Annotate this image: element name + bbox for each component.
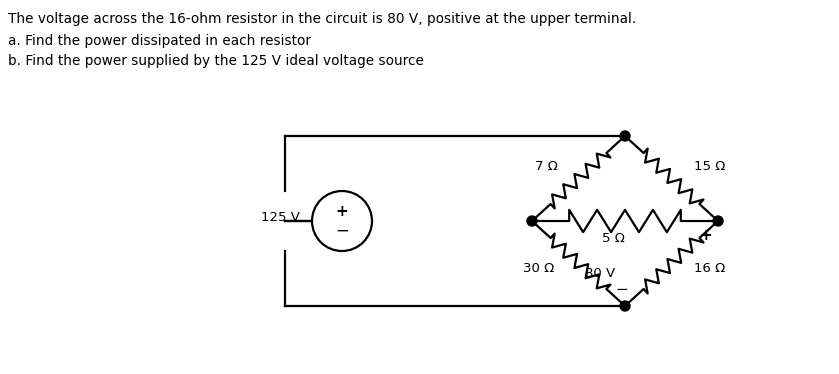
Text: 15 Ω: 15 Ω [694, 160, 725, 173]
Circle shape [620, 131, 630, 141]
Text: a. Find the power dissipated in each resistor: a. Find the power dissipated in each res… [8, 34, 311, 48]
Circle shape [620, 301, 630, 311]
Text: 80 V: 80 V [586, 267, 616, 280]
Text: −: − [335, 222, 349, 240]
Text: 125 V: 125 V [261, 211, 300, 224]
Text: b. Find the power supplied by the 125 V ideal voltage source: b. Find the power supplied by the 125 V … [8, 54, 424, 68]
Text: 5 Ω: 5 Ω [602, 232, 624, 245]
Circle shape [713, 216, 723, 226]
Text: +: + [700, 227, 712, 242]
Text: The voltage across the 16-ohm resistor in the circuit is 80 V, positive at the u: The voltage across the 16-ohm resistor i… [8, 12, 636, 26]
Circle shape [527, 216, 537, 226]
Text: 7 Ω: 7 Ω [535, 160, 558, 173]
Text: 30 Ω: 30 Ω [523, 262, 554, 275]
Text: −: − [616, 282, 628, 297]
Text: +: + [336, 205, 348, 220]
Text: 16 Ω: 16 Ω [694, 262, 725, 275]
Circle shape [312, 191, 372, 251]
